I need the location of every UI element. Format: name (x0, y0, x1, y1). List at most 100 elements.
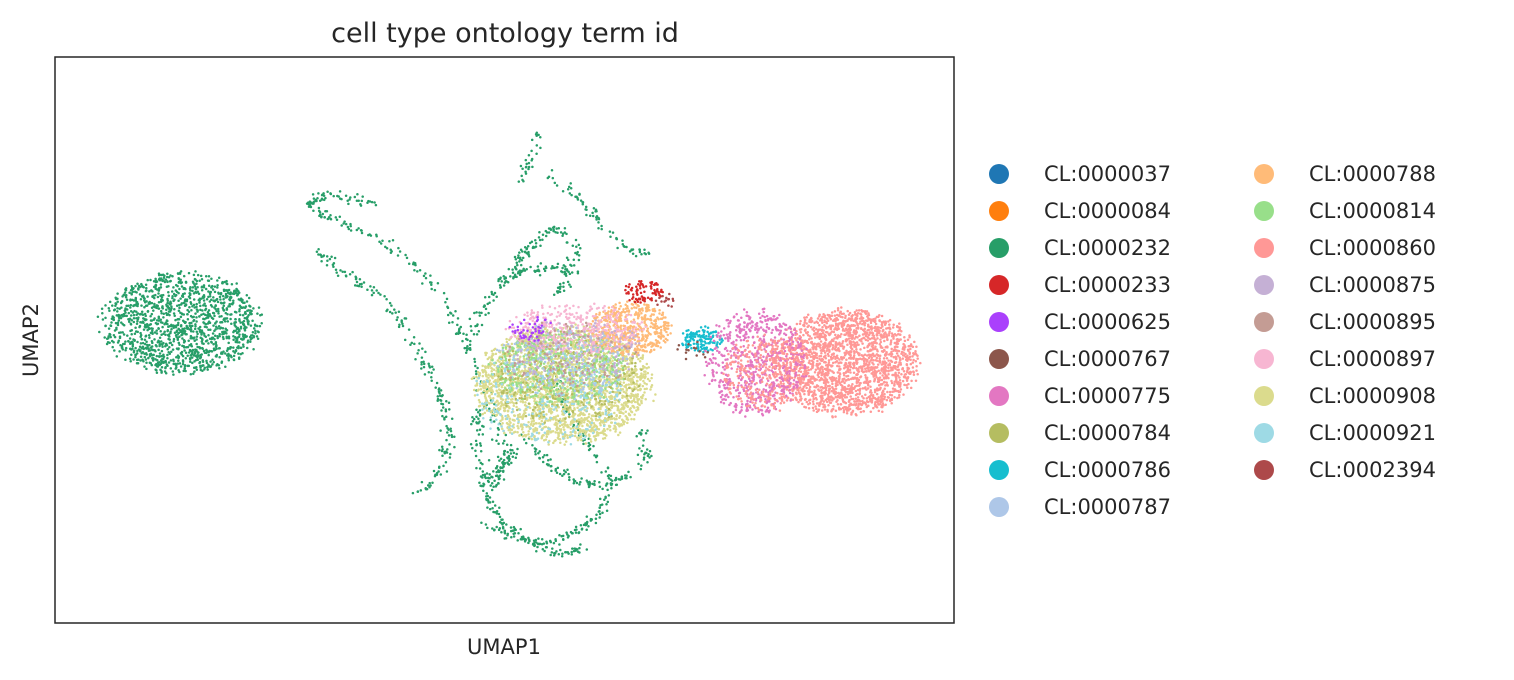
scatter-point (532, 422, 536, 426)
scatter-point (162, 312, 166, 316)
scatter-point (633, 385, 636, 389)
scatter-point (476, 366, 479, 370)
scatter-point (611, 378, 614, 381)
scatter-point (614, 430, 617, 433)
scatter-point (439, 389, 443, 392)
scatter-point (502, 478, 506, 481)
scatter-point (167, 294, 171, 298)
scatter-point (101, 311, 104, 315)
scatter-point (503, 461, 507, 465)
scatter-point (224, 292, 228, 296)
scatter-point (177, 318, 181, 321)
scatter-point (145, 353, 148, 356)
scatter-point (592, 338, 596, 341)
scatter-point (208, 300, 212, 303)
scatter-point (503, 431, 506, 435)
scatter-point (173, 331, 177, 334)
scatter-point (554, 230, 557, 234)
scatter-point (485, 498, 488, 502)
scatter-point (179, 281, 183, 285)
scatter-point (440, 445, 444, 448)
scatter-point (606, 500, 610, 504)
scatter-point (319, 253, 322, 256)
scatter-point (171, 348, 175, 351)
scatter-point (179, 278, 182, 281)
scatter-point (556, 262, 560, 266)
scatter-point (609, 357, 612, 360)
scatter-point (635, 379, 639, 383)
scatter-point (585, 548, 589, 551)
scatter-point (131, 287, 135, 291)
scatter-point (427, 371, 431, 374)
scatter-point (619, 411, 622, 415)
scatter-point (179, 365, 183, 368)
scatter-point (195, 316, 198, 319)
scatter-point (519, 400, 522, 403)
scatter-point (490, 389, 494, 392)
scatter-point (472, 417, 476, 421)
scatter-point (542, 267, 546, 271)
scatter-point (413, 342, 416, 346)
scatter-point (422, 360, 425, 363)
scatter-point (347, 227, 351, 231)
scatter-point (163, 330, 166, 333)
scatter-point (478, 467, 482, 470)
scatter-point (111, 345, 114, 349)
scatter-point (499, 286, 502, 289)
scatter-point (192, 292, 196, 295)
scatter-point (205, 326, 208, 329)
scatter-point (189, 329, 193, 333)
scatter-point (215, 355, 218, 358)
scatter-point (244, 335, 247, 339)
scatter-point (553, 181, 557, 185)
scatter-point (427, 362, 430, 366)
scatter-point (204, 274, 208, 278)
scatter-point (495, 389, 498, 393)
scatter-point (183, 332, 186, 335)
scatter-point (544, 265, 548, 268)
scatter-point (496, 426, 500, 430)
scatter-point (145, 300, 148, 303)
scatter-point (562, 428, 566, 432)
scatter-point (456, 323, 459, 327)
scatter-point (622, 374, 626, 378)
scatter-point (172, 299, 175, 303)
scatter-point (430, 376, 433, 379)
scatter-point (503, 406, 507, 410)
scatter-point (530, 420, 534, 423)
scatter-point (179, 297, 182, 300)
scatter-point (142, 317, 145, 320)
scatter-point (145, 340, 148, 344)
scatter-point (511, 455, 515, 459)
scatter-point (585, 528, 588, 532)
scatter-point (517, 390, 521, 394)
scatter-point (609, 478, 612, 481)
scatter-point (594, 417, 598, 421)
scatter-point (189, 314, 193, 318)
scatter-point (170, 350, 173, 354)
scatter-point (220, 360, 224, 363)
scatter-point (478, 409, 482, 412)
scatter-point (639, 377, 642, 381)
scatter-point (534, 452, 537, 456)
scatter-point (513, 527, 517, 530)
scatter-point (551, 429, 555, 433)
scatter-point (645, 383, 648, 386)
scatter-point (197, 292, 201, 296)
scatter-point (167, 291, 170, 294)
scatter-point (147, 356, 150, 360)
scatter-point (529, 380, 532, 383)
cluster-CL-0000232-5 (469, 408, 589, 558)
scatter-point (155, 288, 159, 291)
scatter-point (317, 248, 320, 251)
scatter-point (348, 198, 351, 201)
scatter-point (228, 298, 232, 302)
scatter-point (558, 533, 561, 537)
scatter-point (615, 417, 618, 421)
scatter-point (646, 371, 650, 375)
scatter-point (315, 250, 319, 254)
scatter-point (563, 404, 566, 407)
scatter-point (478, 428, 482, 431)
scatter-point (161, 293, 165, 297)
scatter-point (218, 327, 222, 330)
